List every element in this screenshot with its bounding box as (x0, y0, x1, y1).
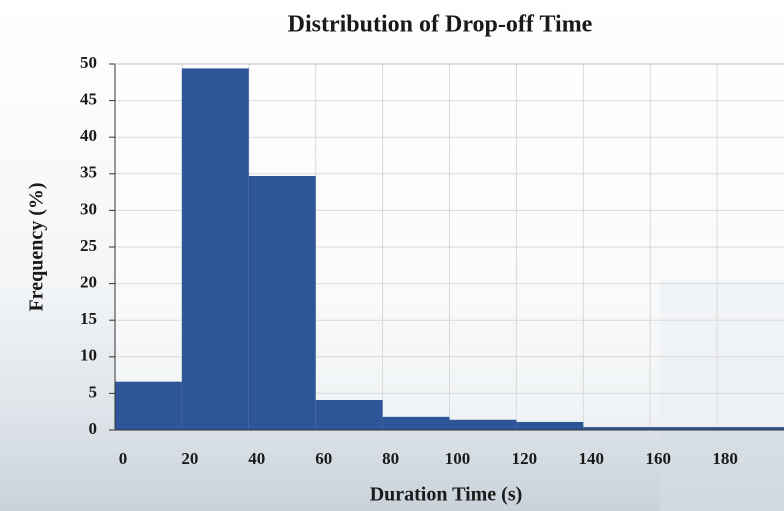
bar (383, 417, 450, 430)
bar (450, 420, 517, 430)
bar (316, 400, 383, 430)
y-tick-label: 0 (89, 419, 98, 438)
bar (249, 176, 316, 430)
chart-title: Distribution of Drop-off Time (288, 12, 593, 38)
y-tick-label: 10 (80, 346, 97, 365)
x-tick-label: 100 (445, 449, 471, 468)
y-tick-label: 35 (80, 163, 97, 182)
x-tick-label: 80 (382, 449, 399, 468)
x-tick-label: 180 (712, 449, 738, 468)
chart: Distribution of Drop-off Time Duration T… (0, 0, 784, 511)
y-tick-label: 50 (80, 53, 97, 72)
y-tick-label: 5 (89, 382, 98, 401)
y-tick-label: 40 (80, 126, 97, 145)
x-tick-label: 60 (315, 449, 332, 468)
y-axis-label: Frequency (%) (26, 182, 48, 311)
x-axis-label: Duration Time (s) (370, 484, 523, 506)
y-tick-label: 15 (80, 309, 97, 328)
y-tick-label: 30 (80, 199, 97, 218)
y-tick-label: 25 (80, 236, 97, 255)
y-tick-label: 20 (80, 273, 97, 292)
x-tick-label: 140 (579, 449, 605, 468)
x-tick-label: 40 (248, 449, 265, 468)
x-tick-label: 20 (181, 449, 198, 468)
bar (516, 422, 583, 430)
bar (115, 382, 182, 430)
x-tick-label: 160 (645, 449, 671, 468)
y-tick-label: 45 (80, 90, 97, 109)
bar (182, 68, 249, 430)
x-tick-label: 0 (119, 449, 128, 468)
x-tick-label: 120 (512, 449, 538, 468)
